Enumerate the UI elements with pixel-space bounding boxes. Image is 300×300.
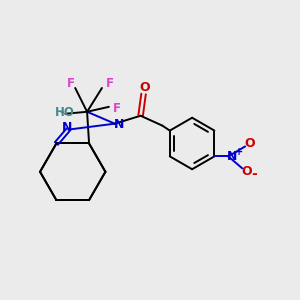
Text: O: O [245, 137, 255, 150]
Text: +: + [235, 147, 243, 158]
Text: F: F [106, 76, 114, 89]
Text: N: N [114, 118, 124, 131]
Text: F: F [67, 76, 75, 89]
Text: N: N [227, 150, 237, 163]
Text: N: N [62, 121, 73, 134]
Text: O: O [139, 80, 150, 94]
Text: -O: -O [60, 106, 75, 119]
Text: -: - [251, 167, 257, 181]
Text: H: H [54, 106, 64, 119]
Text: O: O [242, 165, 252, 178]
Text: F: F [113, 102, 121, 115]
